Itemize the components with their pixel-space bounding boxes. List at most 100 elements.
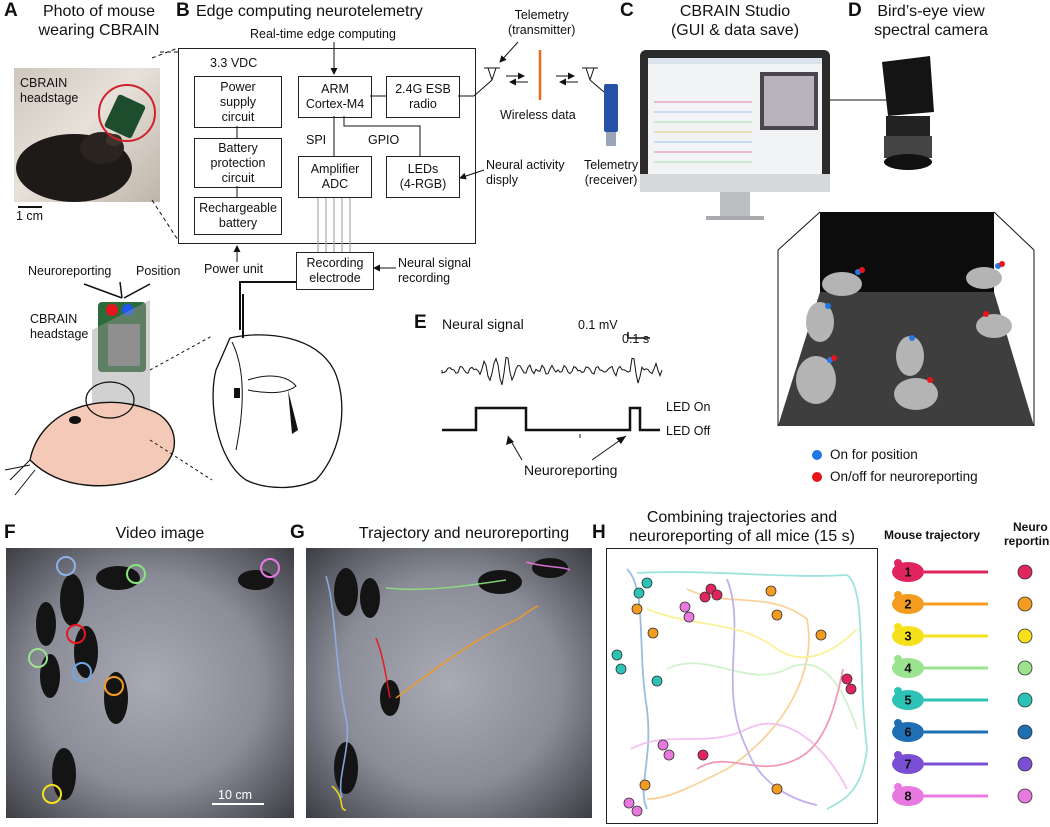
- neural-recording-label: Neural signal recording: [398, 256, 471, 286]
- legend-red-dot: [812, 472, 822, 482]
- radio-box: 2.4G ESB radio: [386, 76, 460, 118]
- mouse-photo: [14, 68, 160, 202]
- rechargeable-line2: battery: [218, 216, 258, 230]
- legend-mouse-number: 3: [904, 629, 911, 644]
- headstage-label: CBRAIN headstage: [30, 312, 88, 342]
- rechargeable-box: Rechargeable battery: [194, 197, 282, 235]
- power-supply-box: Power supply circuit: [194, 76, 282, 128]
- gpio-label: GPIO: [368, 133, 400, 147]
- legend-neuro-dot: [1017, 788, 1033, 804]
- legend-neuro-dot: [1017, 692, 1033, 708]
- legend-blue-dot: [812, 450, 822, 460]
- neural-display-label: Neural activity disply: [486, 158, 565, 188]
- headstage-block: [178, 48, 476, 244]
- telemetry-rx-line2: (receiver): [584, 173, 638, 187]
- panel-h-label: H: [592, 522, 606, 543]
- arm-box: ARM Cortex-M4: [298, 76, 372, 118]
- battery-protection-line1: Battery: [218, 140, 258, 155]
- leds-line1: LEDs: [407, 162, 439, 176]
- panel-g-title: Trajectory and neuroreporting: [358, 525, 570, 542]
- power-supply-line1: Power: [220, 79, 256, 94]
- recording-electrode-line1: Recording: [306, 256, 364, 270]
- battery-protection-line3: circuit: [221, 170, 255, 185]
- panel-b-connectors: [151, 41, 618, 330]
- panel-d-title-line2: spectral camera: [874, 22, 988, 39]
- panel-f-label: F: [4, 522, 16, 543]
- camera-icon: [882, 56, 934, 170]
- panel-f-title: Video image: [115, 525, 205, 542]
- recording-electrode-line2: electrode: [309, 271, 361, 285]
- video-image-mice: [28, 556, 280, 805]
- panel-h-title-line1: Combining trajectories and: [646, 509, 838, 526]
- amplifier-line1: Amplifier: [310, 162, 360, 176]
- legend-mouse-4: 4: [892, 655, 1033, 678]
- panel-a-label: A: [4, 0, 18, 21]
- neural-signal-plot: [441, 332, 663, 461]
- legend-mouse-icon: [892, 658, 924, 678]
- neural-recording-line2: recording: [398, 271, 451, 285]
- legend-red-text: On/off for neuroreporting: [830, 469, 978, 484]
- arm-line2: Cortex-M4: [305, 97, 365, 111]
- neuroreporting-label: Neuroreporting: [28, 264, 112, 278]
- trajectory-image-drawing: [325, 558, 571, 811]
- legend-mouse-icon: [892, 722, 924, 742]
- panel-c-label: C: [620, 0, 634, 21]
- legend-mouse-icon: [892, 594, 924, 614]
- panel-e-label: E: [414, 312, 427, 333]
- legend-mouse-3: 3: [892, 623, 1033, 646]
- power-supply-line2: supply: [219, 94, 257, 109]
- legend-mouse-number: 2: [904, 597, 911, 612]
- headstage-label-line1: CBRAIN: [30, 312, 78, 326]
- legend-mouse-number: 7: [904, 757, 911, 772]
- telemetry-tx-line2: (transmitter): [508, 23, 576, 37]
- legend-neuro-dot: [1017, 564, 1033, 580]
- realtime-label: Real-time edge computing: [250, 27, 396, 41]
- panel-a-title-line2: wearing CBRAIN: [38, 22, 160, 39]
- telemetry-rx-label: Telemetry (receiver): [584, 158, 638, 188]
- panel-a-title-line1: Photo of mouse: [42, 3, 156, 20]
- legend-neuro-dot: [1017, 756, 1033, 772]
- panel-d-title-line1: Bird’s-eye view: [877, 3, 985, 20]
- photo-headstage-label: CBRAIN headstage: [20, 76, 78, 106]
- panel-b-label: B: [176, 0, 190, 21]
- panel-d-title: Bird’s-eye view spectral camera: [866, 2, 996, 40]
- mouse-trajectory-header: Mouse trajectory: [884, 528, 981, 542]
- telemetry-tx-label: Telemetry (transmitter): [508, 8, 575, 38]
- neural-display-line2: disply: [486, 173, 518, 187]
- legend-mouse-icon: [892, 626, 924, 646]
- power-unit-label: Power unit: [204, 262, 264, 276]
- panel-e-title: Neural signal: [442, 316, 524, 332]
- legend-mouse-number: 8: [904, 789, 911, 804]
- panel-g-label: G: [290, 522, 305, 543]
- legend-mouse-number: 6: [904, 725, 911, 740]
- panel-c-title-line2: (GUI & data save): [670, 22, 800, 39]
- trajectory-image: [306, 548, 592, 818]
- legend-neuro-dot: [1017, 660, 1033, 676]
- legend-mouse-number: 5: [904, 693, 911, 708]
- video-image: [6, 548, 294, 818]
- legend-blue-text: On for position: [830, 447, 918, 462]
- recording-electrode-box: Recording electrode: [296, 252, 374, 290]
- legend-mouse-number: 1: [904, 565, 911, 580]
- wireless-label: Wireless data: [500, 108, 576, 122]
- legend-mouse-5: 5: [892, 687, 1033, 710]
- headstage-label-line2: headstage: [30, 327, 89, 341]
- neuro-reporting-header: Neuro reporting: [1004, 520, 1050, 548]
- amplifier-box: Amplifier ADC: [298, 156, 372, 198]
- legend-mouse-icon: [892, 786, 924, 806]
- panel-d-label: D: [848, 0, 862, 21]
- radio-line1: 2.4G ESB: [395, 82, 451, 96]
- legend-mouse-2: 2: [892, 591, 1033, 614]
- headstage-illustration: [4, 281, 213, 496]
- neuro-reporting-header-line1: Neuro: [1013, 520, 1048, 534]
- panel-a-title: Photo of mouse wearing CBRAIN: [24, 2, 174, 40]
- mouse-legend: 1 2 3 4 5 6 7 8: [892, 559, 1033, 806]
- spi-label: SPI: [306, 133, 327, 147]
- neuro-reporting-header-line2: reporting: [1004, 534, 1050, 548]
- legend-mouse-8: 8: [892, 783, 1033, 806]
- legend-mouse-icon: [892, 690, 924, 710]
- panel-c-title-line1: CBRAIN Studio: [679, 3, 791, 20]
- neural-recording-line1: Neural signal: [398, 256, 471, 270]
- legend-mouse-1: 1: [892, 559, 1033, 582]
- panel-h-title-line2: neuroreporting of all mice (15 s): [629, 528, 855, 545]
